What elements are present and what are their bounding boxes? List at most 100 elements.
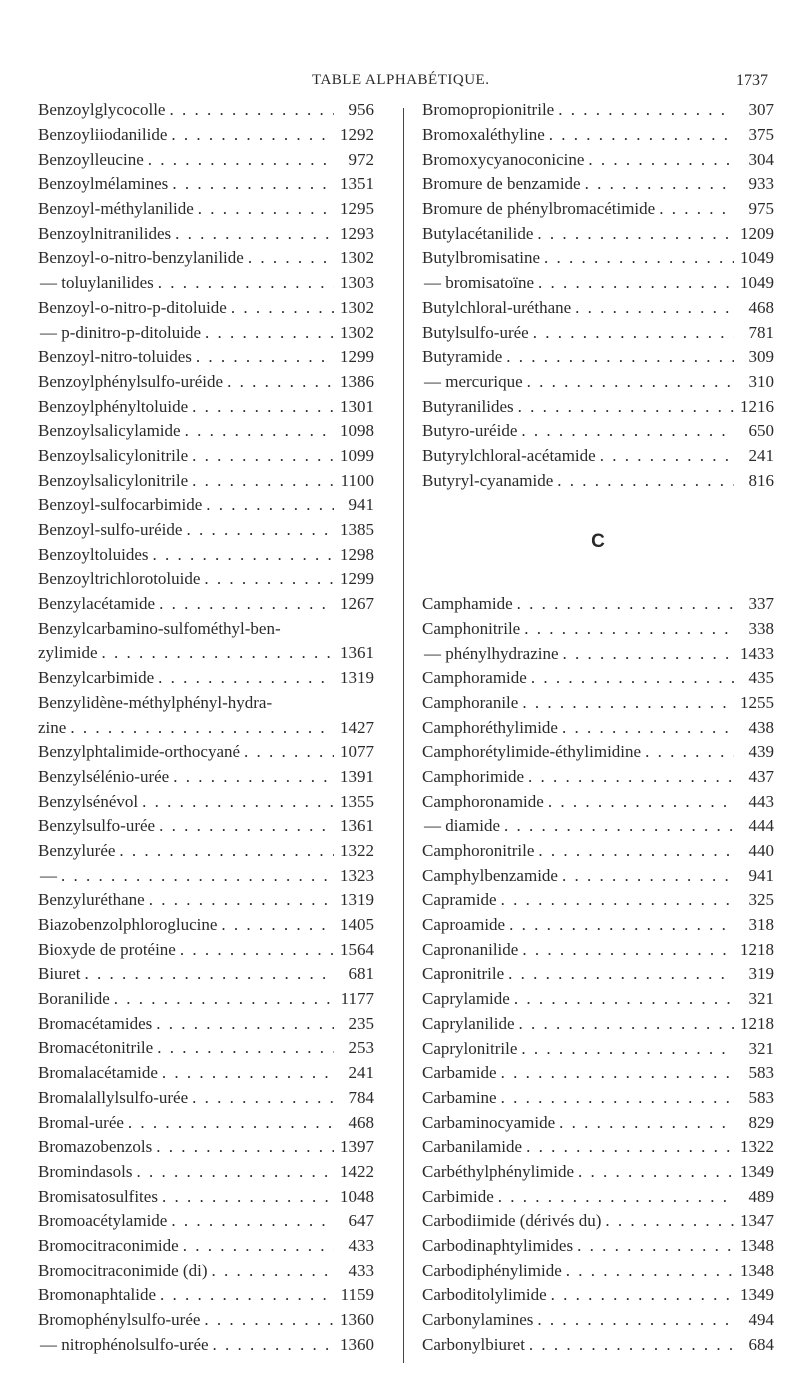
dot-leader bbox=[192, 397, 334, 417]
index-entry: Benzylurée 1322 bbox=[38, 839, 374, 864]
entry-page: 1347 bbox=[740, 1211, 774, 1231]
dot-leader bbox=[566, 1261, 734, 1281]
entry-name: — diamide bbox=[424, 816, 501, 836]
index-entry: Bromoacétylamide 647 bbox=[38, 1209, 374, 1234]
entry-page: 1360 bbox=[340, 1310, 374, 1330]
entry-name: Caprylanilide bbox=[422, 1013, 515, 1033]
index-entry: Biuret 681 bbox=[38, 962, 374, 987]
index-entry: Bromazobenzols 1397 bbox=[38, 1135, 374, 1160]
index-entry: Butylbromisatine 1049 bbox=[422, 246, 774, 271]
entry-page: 1218 bbox=[740, 939, 774, 959]
index-entry: Camphoramide 435 bbox=[422, 666, 774, 691]
entry-name: Camphonitrile bbox=[422, 618, 521, 638]
entry-name: Bromoacétylamide bbox=[38, 1211, 168, 1231]
dot-leader bbox=[544, 248, 734, 268]
entry-page: 1303 bbox=[340, 273, 374, 293]
entry-name: Benzoylglycocolle bbox=[38, 100, 166, 120]
entry-name: Camphamide bbox=[422, 594, 513, 614]
entry-page: 684 bbox=[748, 1334, 775, 1354]
index-entry: Benzylsénévol 1355 bbox=[38, 789, 374, 814]
entry-page: 338 bbox=[748, 618, 775, 638]
index-entry: Bioxyde de protéine 1564 bbox=[38, 937, 374, 962]
dot-leader bbox=[548, 792, 734, 812]
index-entry: zylimide 1361 bbox=[38, 641, 374, 666]
entry-page: 1319 bbox=[340, 668, 374, 688]
entry-name: Carbonylbiuret bbox=[422, 1334, 525, 1354]
dot-leader bbox=[501, 1063, 734, 1083]
entry-name: Butyro-uréide bbox=[422, 421, 518, 441]
index-entry: — nitrophénolsulfo-urée 1360 bbox=[38, 1332, 374, 1357]
index-entry: Camphoréthylimide 438 bbox=[422, 715, 774, 740]
index-entry: Capronanilide 1218 bbox=[422, 937, 774, 962]
dot-leader bbox=[533, 323, 734, 343]
dot-leader bbox=[549, 125, 734, 145]
index-entry: Benzoyltrichlorotoluide 1299 bbox=[38, 567, 374, 592]
entry-name: Benzoylsalicylonitrile bbox=[38, 470, 189, 490]
entry-page: 438 bbox=[748, 717, 775, 737]
index-entry: Bromophénylsulfo-urée 1360 bbox=[38, 1308, 374, 1333]
dot-leader bbox=[498, 1187, 734, 1207]
index-entry: Benzoylsalicylamide 1098 bbox=[38, 419, 374, 444]
dot-leader bbox=[524, 619, 734, 639]
dot-leader bbox=[148, 150, 334, 170]
entry-page: 443 bbox=[748, 791, 775, 811]
entry-page: 304 bbox=[748, 149, 775, 169]
entry-page: 956 bbox=[348, 100, 375, 120]
entry-page: 1267 bbox=[340, 594, 374, 614]
entry-page: 1302 bbox=[340, 297, 374, 317]
entry-page: 1098 bbox=[340, 421, 374, 441]
entry-page: 1295 bbox=[340, 199, 374, 219]
entry-page: 1302 bbox=[340, 248, 374, 268]
index-entry: Carbimide 489 bbox=[422, 1184, 774, 1209]
entry-name: Capronanilide bbox=[422, 939, 519, 959]
entry-name: Benzoylsalicylamide bbox=[38, 421, 181, 441]
index-entry: Camphamide 337 bbox=[422, 592, 774, 617]
entry-page: 253 bbox=[348, 1038, 375, 1058]
dot-leader bbox=[605, 1211, 734, 1231]
entry-name: — mercurique bbox=[424, 371, 523, 391]
entry-name: Bromonaphtalide bbox=[38, 1285, 157, 1305]
dot-leader bbox=[557, 471, 734, 491]
index-entry: Carbamine 583 bbox=[422, 1086, 774, 1111]
entry-page: 975 bbox=[748, 199, 775, 219]
entry-name: Bromisatosulfites bbox=[38, 1186, 158, 1206]
entry-name: Capronitrile bbox=[422, 964, 505, 984]
dot-leader bbox=[537, 224, 734, 244]
dot-leader bbox=[128, 1113, 334, 1133]
entry-name: Bromocitraconimide (di) bbox=[38, 1260, 208, 1280]
entry-name: Benzoylmélamines bbox=[38, 174, 169, 194]
dot-leader bbox=[522, 693, 734, 713]
index-entry: Camphylbenzamide 941 bbox=[422, 863, 774, 888]
index-entry: Benzylacétamide 1267 bbox=[38, 592, 374, 617]
index-entry: Butylsulfo-urée 781 bbox=[422, 320, 774, 345]
entry-name: Benzoyliiodanilide bbox=[38, 125, 168, 145]
index-entry: Carboditolylimide 1349 bbox=[422, 1283, 774, 1308]
dot-leader bbox=[162, 1187, 334, 1207]
entry-page: 941 bbox=[748, 865, 775, 885]
entry-page: 1422 bbox=[340, 1161, 374, 1181]
entry-page: 433 bbox=[348, 1260, 375, 1280]
dot-leader bbox=[70, 718, 334, 738]
index-entry: Bromure de phénylbromacétimide 975 bbox=[422, 197, 774, 222]
entry-name: Carbodiimide (dérivés du) bbox=[422, 1211, 602, 1231]
dot-leader bbox=[531, 668, 734, 688]
entry-page: 1159 bbox=[340, 1285, 374, 1305]
column-divider bbox=[403, 108, 404, 1363]
entry-name: Benzoylphényltoluide bbox=[38, 396, 189, 416]
entry-page: 1255 bbox=[740, 692, 774, 712]
dot-leader bbox=[192, 446, 334, 466]
dot-leader bbox=[61, 866, 334, 886]
index-entry: Capramide 325 bbox=[422, 888, 774, 913]
entry-page: 1349 bbox=[740, 1161, 774, 1181]
index-entry: Camphorétylimide-éthylimidine 439 bbox=[422, 740, 774, 765]
index-column-right: Bromopropionitrile 307 Bromoxaléthyline 375… bbox=[422, 98, 774, 1357]
section-heading-c: C bbox=[591, 531, 605, 553]
index-entry: Benzylcarbimide 1319 bbox=[38, 666, 374, 691]
entry-page: 318 bbox=[748, 915, 775, 935]
entry-page: 1177 bbox=[340, 989, 374, 1009]
dot-leader bbox=[248, 248, 334, 268]
entry-page: 1355 bbox=[340, 791, 374, 811]
entry-page: 1564 bbox=[340, 939, 374, 959]
entry-page: 1216 bbox=[740, 396, 774, 416]
index-entry: Carbonylbiuret 684 bbox=[422, 1332, 774, 1357]
